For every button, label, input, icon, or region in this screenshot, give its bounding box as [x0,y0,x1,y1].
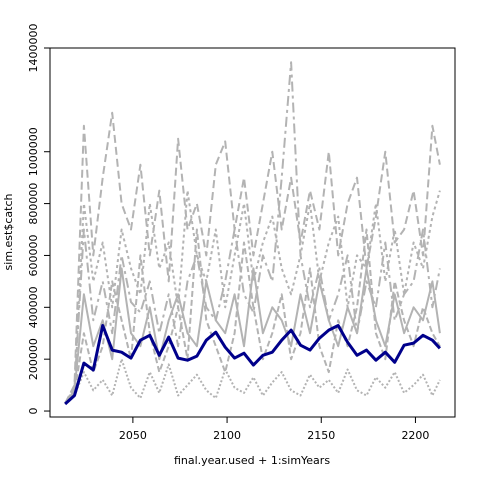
y-tick-label: 400000 [27,286,40,328]
sim-line [64,189,441,404]
y-tick-label: 1000000 [27,127,40,176]
x-axis-label: final.year.used + 1:simYears [174,454,330,467]
mean-line [64,324,442,406]
x-tick-label: 2100 [213,429,241,442]
x-tick-label: 2150 [307,429,335,442]
sim-line [64,61,441,404]
sim-line [64,228,441,404]
y-tick-label: 600000 [27,234,40,276]
sim-line [64,111,441,404]
x-tick-label: 2200 [401,429,429,442]
x-tick-label: 2050 [119,429,147,442]
y-tick-label: 0 [27,408,40,415]
y-tick-label: 800000 [27,183,40,225]
y-tick-label: 1400000 [27,24,40,73]
y-axis-label: sim.est$catch [2,194,15,271]
y-tick-label: 200000 [27,338,40,380]
sim-line [64,267,441,404]
